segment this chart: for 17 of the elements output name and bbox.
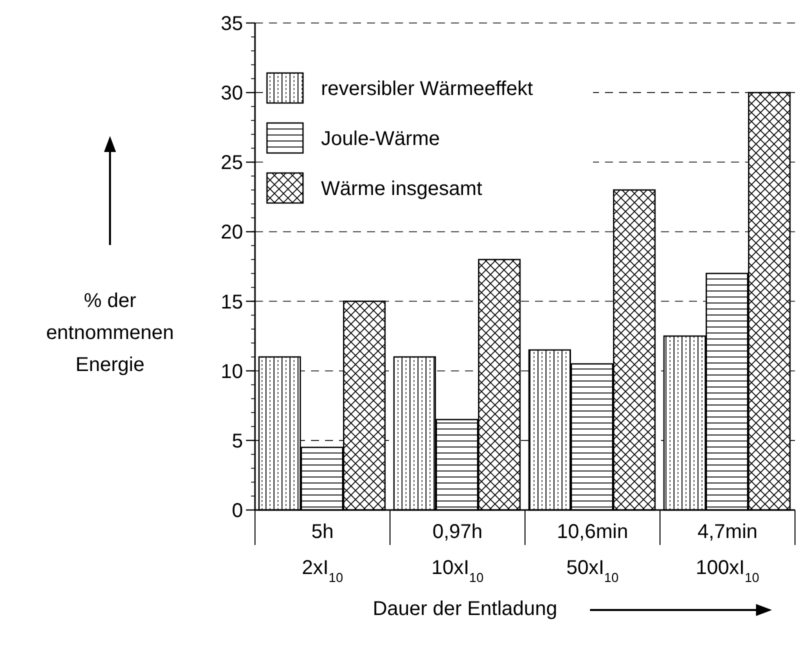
x-axis-title: Dauer der Entladung	[372, 598, 558, 620]
legend-label: Joule-Wärme	[321, 128, 440, 150]
y-tick-label: 5	[232, 430, 243, 452]
x-tick-label: 4,7min 100xI$_{10}$	[696, 521, 760, 584]
x-tick-label: 10,6min 50xI$_{10}$	[556, 521, 628, 584]
legend-label: Wärme insgesamt	[321, 178, 483, 200]
x-tick-label: 0,97h 10xI$_{10}$	[431, 521, 484, 584]
y-tick-label: 35	[220, 13, 243, 35]
x-tick-label: 5h 2xI$_{10}$	[302, 521, 344, 584]
y-tick-label: 0	[232, 500, 243, 522]
y-tick-label: 10	[220, 360, 243, 383]
y-tick-label: 25	[220, 152, 243, 174]
y-axis-title: % der entnommenen Energie	[46, 290, 174, 376]
legend-label: reversibler Wärmeeffekt	[321, 78, 534, 100]
y-tick-label: 20	[220, 222, 243, 244]
y-tick-label: 15	[220, 291, 243, 314]
y-tick-label: 30	[220, 82, 243, 105]
